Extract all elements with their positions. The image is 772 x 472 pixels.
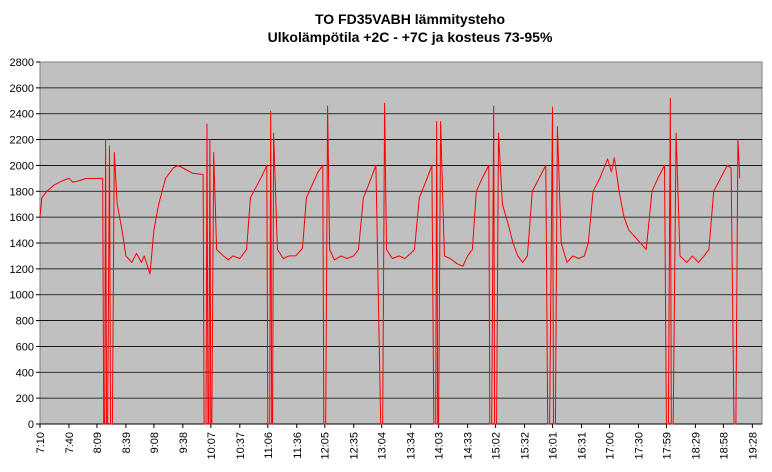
x-tick-label: 17:59	[661, 432, 673, 460]
y-tick-label: 600	[16, 341, 34, 353]
y-tick-label: 800	[16, 316, 34, 328]
x-tick-label: 14:33	[463, 432, 475, 460]
y-tick-label: 2400	[10, 109, 34, 121]
x-tick-label: 17:00	[604, 432, 616, 460]
x-tick-label: 16:31	[577, 432, 589, 460]
x-axis: 7:10 7:40 8:09 8:39 9:08 9:38 10:07 10:37 11:06 1…	[35, 423, 762, 460]
x-tick-label: 13:34	[406, 432, 418, 460]
gridlines	[40, 87, 762, 399]
chart-subtitle: Ulkolämpötila +2C - +7C ja kosteus 73-95…	[268, 29, 553, 45]
x-tick-label: 17:30	[633, 432, 645, 460]
x-tick-label: 12:35	[349, 432, 361, 460]
x-tick-label: 12:05	[320, 432, 332, 460]
y-tick-label: 2200	[10, 135, 34, 147]
x-tick-label: 15:02	[491, 432, 503, 460]
x-tick-label: 8:39	[121, 432, 133, 453]
y-tick-label: 200	[16, 393, 34, 405]
x-tick-label: 9:08	[149, 432, 161, 453]
series-line	[39, 97, 741, 425]
x-tick-label: 10:07	[206, 432, 218, 460]
y-tick-label: 1800	[10, 186, 34, 198]
y-tick-label: 1400	[10, 238, 34, 250]
x-tick-label: 11:06	[263, 432, 275, 459]
x-tick-label: 18:58	[718, 432, 730, 460]
x-tick-label: 7:10	[35, 432, 47, 453]
x-tick-label: 16:01	[548, 432, 560, 460]
chart-title: TO FD35VABH lämmitysteho	[315, 11, 505, 27]
x-tick-label: 15:32	[520, 432, 532, 460]
y-tick-label: 400	[16, 367, 34, 379]
y-tick-label: 2800	[10, 57, 34, 69]
y-tick-label: 0	[28, 419, 34, 431]
y-tick-label: 1000	[10, 290, 34, 302]
x-tick-label: 14:03	[434, 432, 446, 460]
y-tick-label: 1200	[10, 264, 34, 276]
x-tick-label: 10:37	[235, 432, 247, 460]
y-axis: 0 200 400 600 800 1000 1200 1400 1600 1800 2000 220…	[10, 57, 40, 431]
x-tick-label: 18:29	[690, 432, 702, 460]
x-tick-label: 7:40	[64, 432, 76, 453]
x-tick-label: 8:09	[92, 432, 104, 453]
y-tick-label: 1600	[10, 212, 34, 224]
x-tick-label: 19:28	[747, 432, 759, 460]
x-tick-label: 11:36	[292, 432, 304, 459]
x-tick-label: 9:38	[178, 432, 190, 453]
y-tick-label: 2000	[10, 160, 34, 172]
y-tick-label: 2600	[10, 83, 34, 95]
series-layer	[39, 97, 741, 425]
x-tick-label: 13:04	[377, 432, 389, 460]
